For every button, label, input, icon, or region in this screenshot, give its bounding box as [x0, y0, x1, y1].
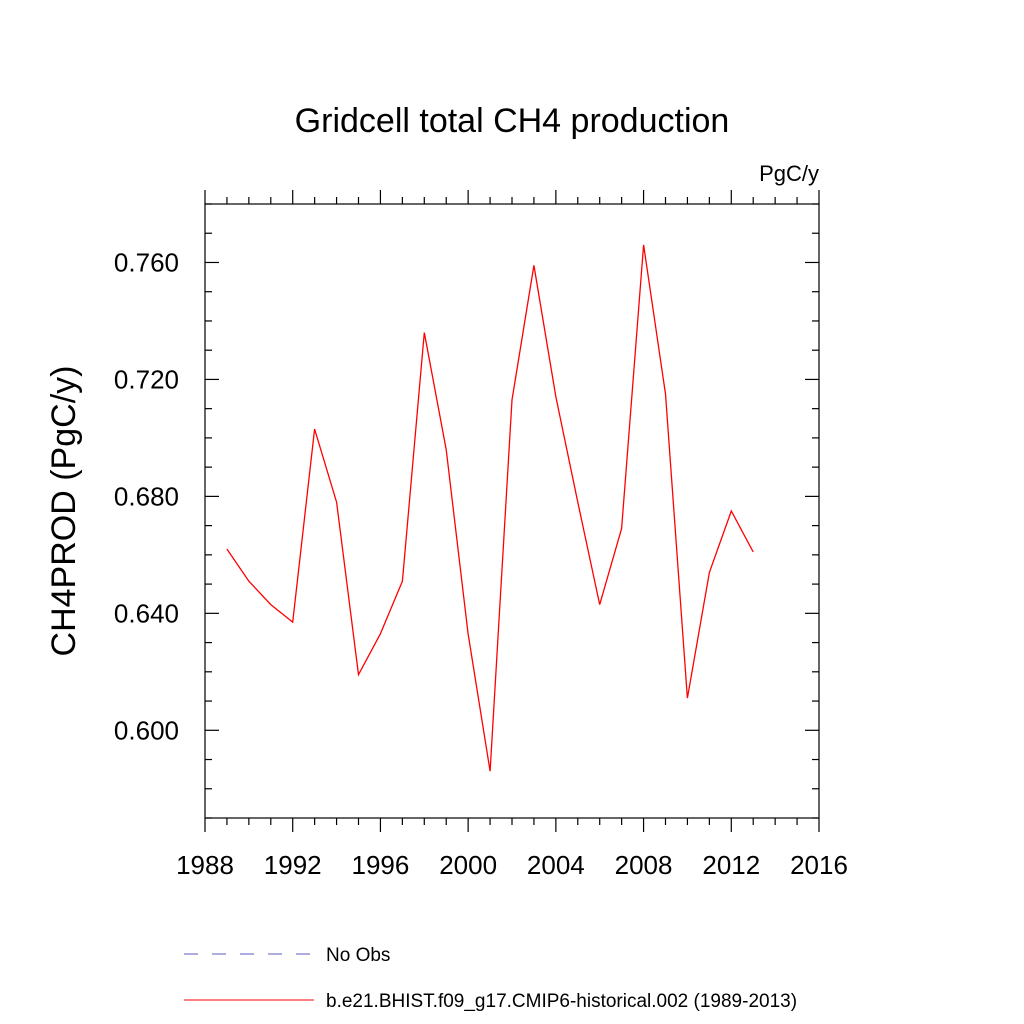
- series-line: [226, 244, 754, 772]
- units-label: PgC/y: [759, 161, 819, 186]
- legend: No Obs b.e21.BHIST.f09_g17.CMIP6-historic…: [184, 945, 797, 1012]
- y-tick-label: 0.600: [114, 715, 179, 745]
- x-tick-label: 1996: [352, 850, 410, 880]
- y-axis-ticks: 0.600 0.640 0.680 0.720 0.760: [114, 203, 819, 819]
- y-tick-label: 0.640: [114, 598, 179, 628]
- y-tick-label: 0.760: [114, 247, 179, 277]
- chart-title: Gridcell total CH4 production: [295, 102, 730, 140]
- legend-label: b.e21.BHIST.f09_g17.CMIP6-historical.002…: [326, 991, 797, 1012]
- x-tick-label: 1992: [264, 850, 322, 880]
- x-tick-label: 2004: [527, 850, 585, 880]
- series-layer: [226, 244, 754, 772]
- y-axis-label: CH4PROD (PgC/y): [45, 366, 83, 657]
- x-tick-label: 2008: [615, 850, 673, 880]
- x-tick-label: 2016: [790, 850, 848, 880]
- x-tick-label: 2000: [439, 850, 497, 880]
- y-tick-label: 0.680: [114, 481, 179, 511]
- plot-frame: [204, 203, 820, 819]
- y-tick-label: 0.720: [114, 364, 179, 394]
- x-tick-label: 2012: [702, 850, 760, 880]
- legend-label: No Obs: [326, 945, 390, 966]
- x-tick-label: 1988: [176, 850, 234, 880]
- x-axis-ticks: 1988 1992 1996 2000 2004 2008 2012 2016: [176, 190, 848, 880]
